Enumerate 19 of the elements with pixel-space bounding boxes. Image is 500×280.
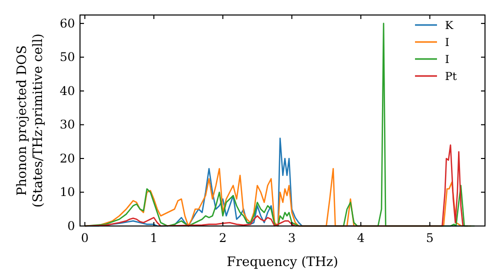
y-tick-label: 10 [60, 185, 75, 200]
legend-label: K [445, 19, 454, 32]
legend-label: Pt [445, 70, 458, 83]
x-tick-label: 5 [426, 231, 434, 245]
y-axis-title: Phonon projected DOS (States/THz·primitive cell) [15, 33, 46, 208]
x-tick-label: 0 [81, 231, 89, 245]
legend-label: I [445, 36, 450, 49]
y-tick-label: 50 [60, 50, 75, 64]
x-tick-label: 2 [219, 231, 227, 245]
x-tick-label: 3 [288, 231, 296, 245]
x-axis-title: Frequency (THz) [226, 255, 338, 270]
x-tick-label: 1 [150, 231, 158, 245]
y-tick-label: 0 [67, 219, 75, 233]
legend-label: I [445, 53, 450, 66]
y-tick-label: 60 [60, 16, 75, 30]
y-tick-label: 30 [60, 118, 75, 132]
y-tick-label: 20 [60, 151, 75, 166]
x-tick-label: 4 [356, 231, 365, 245]
y-tick-label: 40 [60, 84, 75, 98]
